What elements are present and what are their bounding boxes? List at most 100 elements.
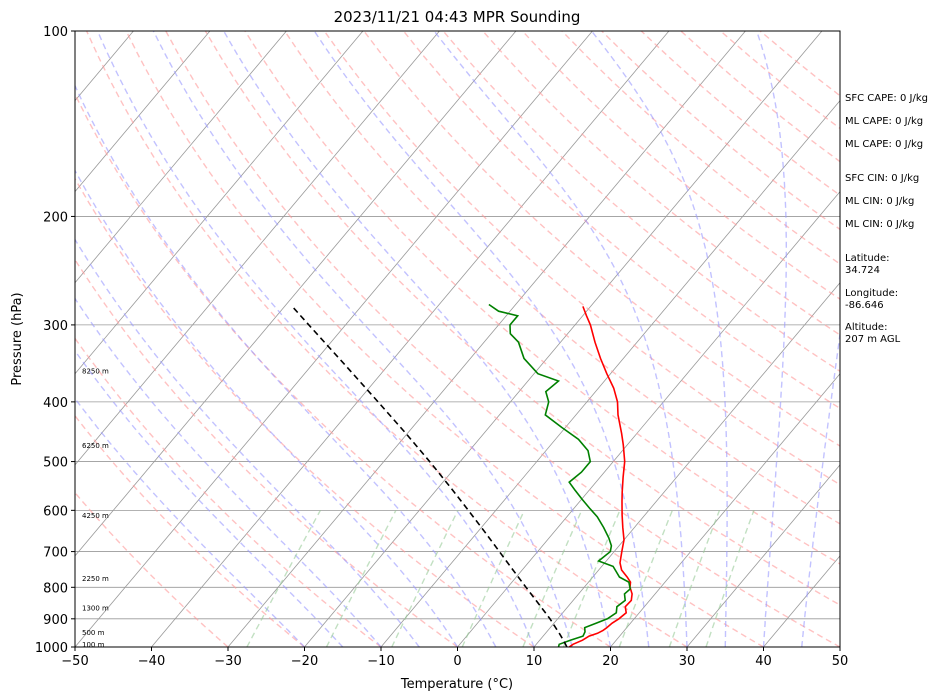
x-tick-label: −50 — [61, 654, 88, 669]
ml-cin-stat-2: ML CIN: 0 J/kg — [845, 219, 915, 230]
moist-adiabat-line — [313, 31, 650, 647]
isotherm-line — [380, 99, 840, 647]
isotherm-line — [75, 31, 517, 557]
isotherm-line — [151, 31, 670, 647]
isotherm-line — [304, 31, 823, 647]
x-tick-label: 0 — [453, 654, 461, 669]
mixing-ratio-line — [618, 510, 674, 647]
mixing-ratio-line — [246, 509, 322, 647]
mixing-ratio-line — [461, 510, 526, 647]
height-label: 6250 m — [82, 442, 109, 450]
latitude-stat: Latitude: 34.724 — [845, 253, 890, 276]
isotherm-line — [75, 31, 211, 193]
x-tick-label: 20 — [602, 654, 619, 669]
y-tick-label: 600 — [43, 504, 68, 519]
height-label: 4250 m — [82, 512, 109, 520]
y-tick-label: 1000 — [35, 641, 68, 656]
x-tick-label: −20 — [291, 654, 318, 669]
moist-adiabat-line — [433, 31, 688, 647]
isotherm-line — [610, 373, 840, 647]
moist-adiabat-line — [75, 349, 344, 647]
y-tick-label: 700 — [43, 546, 68, 561]
isotherm-line — [533, 282, 840, 647]
dry-adiabat-line — [323, 31, 840, 486]
isotherm-line — [686, 464, 840, 647]
moist-adiabat-line — [756, 31, 787, 647]
y-tick-label: 100 — [43, 25, 68, 40]
mixing-ratio-line — [668, 510, 721, 647]
mixing-ratio-line — [522, 510, 583, 647]
mixing-ratio-line — [325, 509, 397, 647]
height-labels: 100 m 500 m 1300 m 2250 m 4250 m 6250 m 8250 m — [82, 368, 109, 649]
x-tick-label: 50 — [832, 654, 849, 669]
dry-adiabat-line — [125, 31, 764, 647]
temperature-profile — [568, 306, 633, 647]
moist-adiabat-line — [223, 31, 612, 647]
dry-adiabat-line — [75, 491, 229, 647]
y-tick-label: 800 — [43, 581, 68, 596]
mixing-ratio-line — [391, 509, 459, 647]
height-label: 100 m — [82, 641, 105, 649]
x-axis-title: Temperature (°C) — [400, 677, 513, 692]
sounding-stats-panel: SFC CAPE: 0 J/kg ML CAPE: 0 J/kg ML CAPE… — [845, 0, 947, 700]
dewpoint-profile — [488, 303, 632, 647]
isotherm-line — [227, 31, 746, 647]
height-label: 8250 m — [82, 368, 109, 376]
ml-cin-stat: ML CIN: 0 J/kg — [845, 196, 915, 207]
moist-adiabat-line — [75, 169, 459, 647]
dry-adiabat-line — [85, 31, 688, 647]
x-tick-label: 40 — [755, 654, 772, 669]
mixing-ratio-line — [705, 510, 755, 647]
y-tick-label: 300 — [43, 319, 68, 334]
x-tick-label: −40 — [138, 654, 165, 669]
dry-adiabat-line — [284, 31, 840, 525]
height-label: 500 m — [82, 629, 105, 637]
dry-adiabat-line — [165, 31, 840, 647]
dry-adiabat-line — [204, 31, 840, 606]
x-tick-label: 10 — [526, 654, 543, 669]
moist-adiabat-line — [801, 329, 840, 647]
ml-cape-stat: ML CAPE: 0 J/kg — [845, 116, 924, 127]
y-tick-label: 900 — [43, 613, 68, 628]
moist-adiabat-line — [75, 84, 497, 647]
parcel-profile — [291, 305, 568, 647]
isotherm-line — [75, 31, 287, 284]
moist-adiabat-line — [75, 238, 420, 647]
moist-adiabat-line — [96, 31, 535, 647]
isotherm-line — [75, 31, 440, 466]
axis-ticks: −50 −40 −30 −20 −10 0 10 20 30 40 50 1000 900 800 700 6… — [35, 25, 848, 669]
mixing-ratio-line — [562, 510, 621, 647]
moist-adiabat-line — [75, 397, 305, 647]
dry-adiabat-line — [75, 258, 458, 647]
dry-adiabat-line — [75, 414, 305, 647]
isotherm-line — [75, 31, 364, 375]
y-tick-label: 400 — [43, 396, 68, 411]
series-lines — [291, 303, 633, 647]
dry-adiabat-line — [75, 177, 535, 647]
moist-adiabat-line — [75, 297, 382, 647]
longitude-stat: Longitude: -86.646 — [845, 288, 899, 311]
height-label: 2250 m — [82, 575, 109, 583]
dry-adiabat-line — [75, 92, 611, 647]
sfc-cape-stat: SFC CAPE: 0 J/kg — [845, 93, 928, 104]
dry-adiabat-line — [521, 31, 840, 300]
y-axis-title: Pressure (hPa) — [10, 292, 25, 385]
ml-cape-stat-2: ML CAPE: 0 J/kg — [845, 139, 924, 150]
height-label: 1300 m — [82, 604, 109, 612]
y-tick-label: 500 — [43, 456, 68, 471]
plot-frame — [74, 30, 841, 648]
dry-adiabat-line — [244, 31, 840, 565]
moist-adiabat-line — [152, 31, 573, 647]
dry-adiabat-line — [482, 31, 840, 336]
chart-title: 2023/11/21 04:43 MPR Sounding — [334, 8, 581, 26]
isotherm-line — [457, 191, 840, 647]
background-lines — [75, 31, 840, 647]
sfc-cin-stat: SFC CIN: 0 J/kg — [845, 173, 920, 184]
y-tick-label: 200 — [43, 210, 68, 225]
x-tick-label: 30 — [679, 654, 696, 669]
altitude-stat: Altitude: 207 m AGL — [845, 322, 901, 345]
x-tick-label: −10 — [367, 654, 394, 669]
moist-adiabat-line — [591, 31, 728, 647]
dry-adiabat-line — [75, 337, 382, 647]
